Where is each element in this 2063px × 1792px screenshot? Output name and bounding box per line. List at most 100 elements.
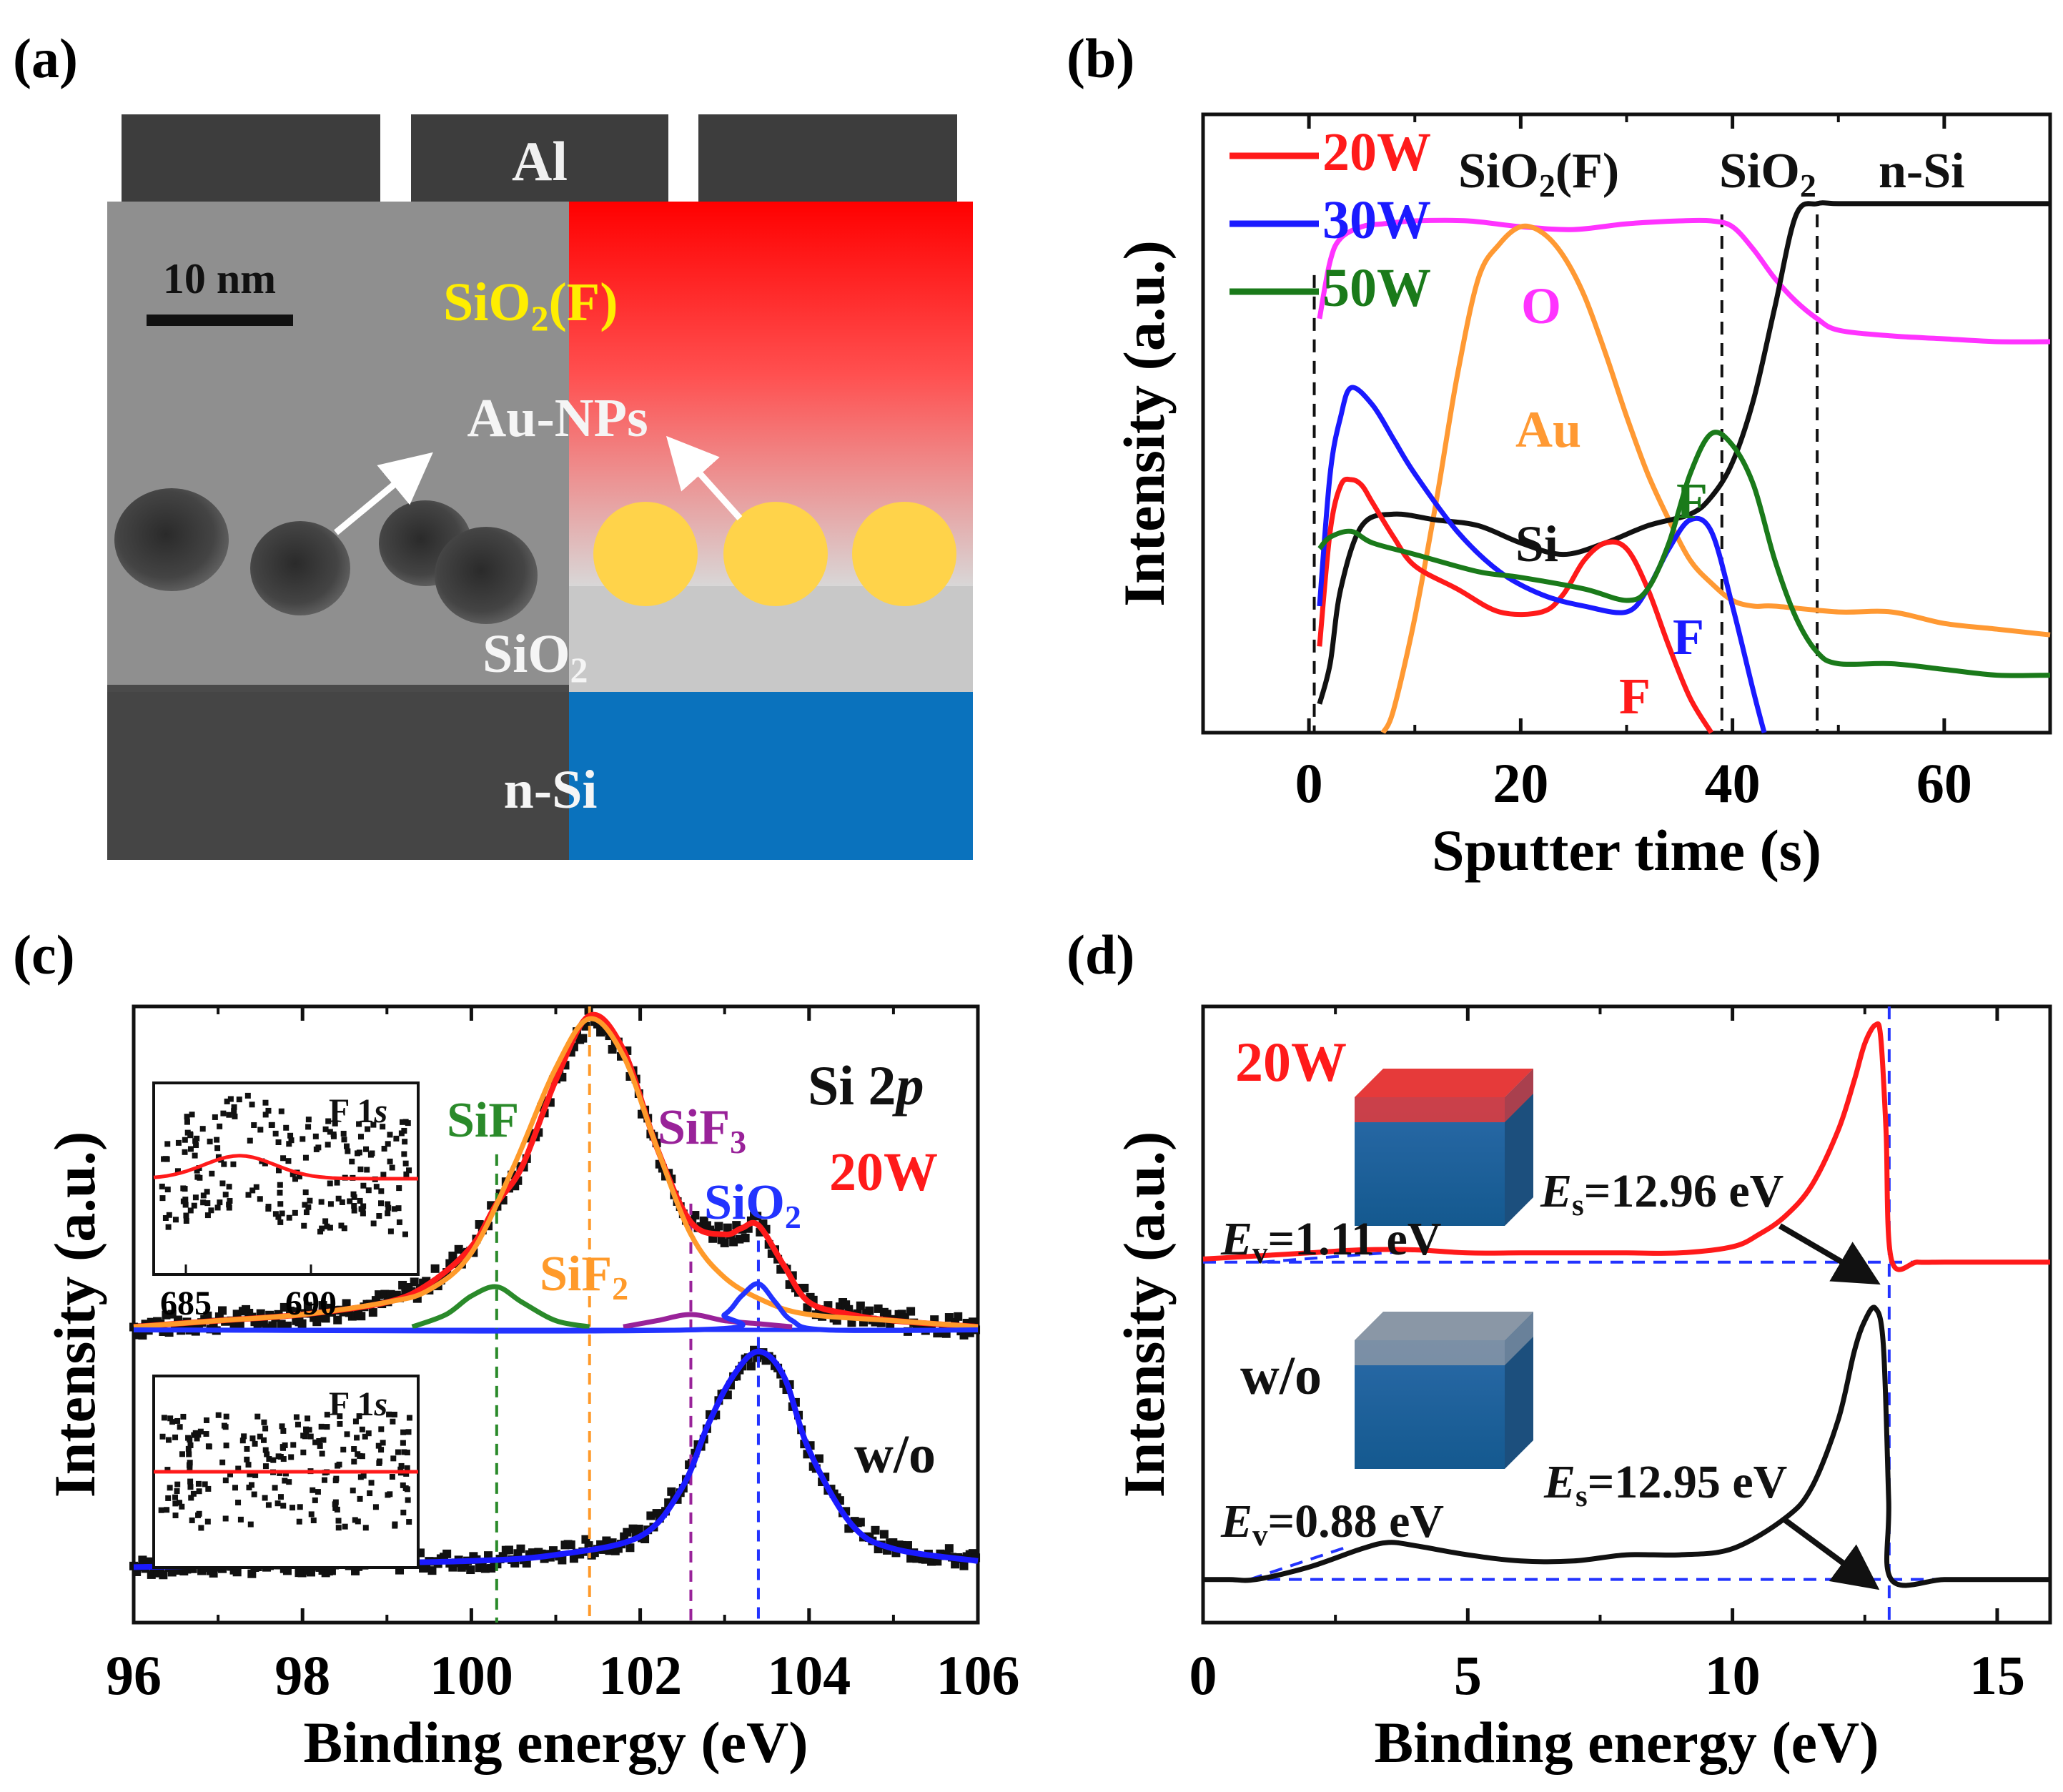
data-point-20w xyxy=(608,1045,617,1054)
inset-point xyxy=(337,1420,343,1427)
inset-point xyxy=(208,1207,214,1214)
data-point-20w xyxy=(448,1251,457,1260)
inset-label: F 1s xyxy=(329,1385,387,1423)
inset-point xyxy=(174,1168,181,1174)
inset-point xyxy=(280,1427,287,1434)
inset-point xyxy=(187,1132,194,1139)
ev-wo: Ev=0.88 eV xyxy=(1220,1495,1444,1553)
nanoparticle-1 xyxy=(114,488,229,591)
inset-point xyxy=(332,1501,338,1508)
element-label-F-red: F xyxy=(1619,668,1651,725)
inset-point xyxy=(177,1424,183,1430)
inset-point xyxy=(327,1180,333,1187)
fit-siF3 xyxy=(623,1312,793,1330)
inset-point xyxy=(315,1144,322,1151)
peak-label-siO2: SiO2 xyxy=(704,1175,801,1235)
inset-point xyxy=(226,1202,232,1208)
inset-point xyxy=(319,1450,325,1457)
inset-point xyxy=(230,1161,237,1167)
inset-point xyxy=(164,1467,171,1473)
inset-point xyxy=(279,1210,285,1217)
au-np-schematic-1 xyxy=(593,502,698,606)
inset-point xyxy=(335,1518,342,1524)
inset-point xyxy=(402,1485,409,1492)
inset-point xyxy=(347,1198,353,1204)
al-contact-right xyxy=(698,114,957,202)
panel-a-label: (a) xyxy=(13,27,78,89)
inset-point xyxy=(287,1132,294,1139)
inset-point xyxy=(332,1120,338,1127)
inset-20w: F 1s 685 690 xyxy=(152,1081,420,1322)
inset-point xyxy=(237,1516,244,1523)
inset-point xyxy=(389,1474,395,1480)
inset-point xyxy=(219,1459,226,1465)
inset-point xyxy=(381,1145,387,1152)
panel-b: (b) 0 20 40 60 Sputter time (s) Intensity (a.… xyxy=(1067,27,2052,883)
inset-point xyxy=(362,1433,368,1440)
inset-point xyxy=(195,1512,202,1518)
inset-point xyxy=(219,1180,226,1187)
inset-point xyxy=(265,1502,272,1508)
element-label-Si: Si xyxy=(1515,515,1558,573)
inset-point xyxy=(312,1439,319,1445)
label-wo: w/o xyxy=(854,1425,936,1485)
region-sio2f-label: SiO2(F) xyxy=(1458,144,1619,204)
inset-point xyxy=(252,1472,259,1478)
inset-point xyxy=(387,1132,393,1138)
element-label-O: O xyxy=(1521,277,1561,335)
inset-fit xyxy=(153,1154,418,1181)
element-label-Au: Au xyxy=(1515,401,1581,458)
inset-point xyxy=(344,1431,350,1437)
x-tick-label: 20 xyxy=(1493,752,1548,814)
data-point-20w xyxy=(714,1222,723,1231)
fit-siO2-20w xyxy=(133,1281,979,1334)
x-tick-label: 10 xyxy=(1705,1644,1761,1706)
inset-point xyxy=(357,1134,364,1140)
inset-point xyxy=(192,1152,198,1159)
plot-c: 96 98 100 102 104 106 Binding energy (eV) Inten… xyxy=(42,1004,1020,1775)
inset-point xyxy=(272,1130,279,1137)
inset-point xyxy=(325,1142,331,1148)
inset-point xyxy=(275,1139,282,1145)
inset-point xyxy=(245,1192,252,1198)
inset-point xyxy=(385,1210,391,1217)
x-tick-label: 104 xyxy=(767,1644,851,1706)
inset-point xyxy=(350,1487,356,1494)
data-point-20w xyxy=(333,1315,342,1325)
inset-point xyxy=(164,1141,171,1147)
inset-point xyxy=(204,1189,210,1195)
data-point-wo xyxy=(516,1544,525,1553)
inset-point xyxy=(303,1209,310,1216)
data-point-20w xyxy=(368,1308,377,1317)
panel-a: (a) Al 10 nm SiO2(F) Au-NPs SiO2 n-Si xyxy=(13,27,973,860)
inset-point xyxy=(357,1166,364,1172)
inset-point xyxy=(360,1207,366,1213)
data-point-20w xyxy=(303,1302,312,1311)
inset-point xyxy=(198,1525,204,1531)
inset-point xyxy=(378,1447,385,1453)
inset-point xyxy=(303,1426,310,1432)
inset-point xyxy=(257,1196,263,1202)
y-axis-label: Intensity (a.u.) xyxy=(1112,1132,1177,1498)
inset-point xyxy=(400,1510,407,1516)
inset-point xyxy=(340,1446,347,1452)
es-20w: Es=12.96 eV xyxy=(1540,1165,1784,1222)
inset-point xyxy=(183,1212,189,1219)
inset-point xyxy=(396,1185,402,1192)
inset-point xyxy=(370,1220,377,1227)
inset-point xyxy=(355,1518,361,1525)
inset-point xyxy=(165,1495,172,1501)
inset-point xyxy=(172,1500,179,1507)
panel-d-label: (d) xyxy=(1067,924,1134,986)
inset-point xyxy=(319,1225,325,1232)
inset-point xyxy=(222,1192,229,1198)
x-tick-label: 0 xyxy=(1189,1644,1217,1706)
inset-point xyxy=(253,1184,259,1190)
inset-point xyxy=(400,1429,407,1435)
inset-point xyxy=(338,1222,345,1229)
inset-point xyxy=(159,1195,166,1202)
cube-front xyxy=(1355,1097,1505,1226)
inset-point xyxy=(387,1158,393,1164)
inset-point xyxy=(274,1500,281,1507)
inset-point xyxy=(192,1430,199,1436)
